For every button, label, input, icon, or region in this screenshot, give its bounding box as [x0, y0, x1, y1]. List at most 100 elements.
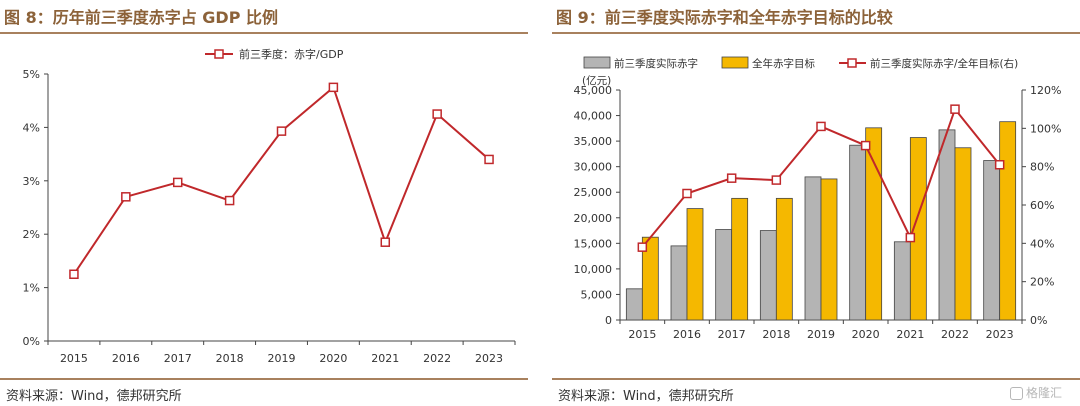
x-tick-label: 2023	[475, 352, 503, 365]
bar-actual-deficit	[849, 144, 867, 321]
y-tick-label: 3%	[23, 175, 40, 188]
y-tick-label: 0%	[23, 335, 40, 348]
y-tick-label: 35,000	[574, 135, 613, 148]
watermark-text: 格隆汇	[1026, 386, 1063, 400]
x-tick-label: 2017	[718, 328, 746, 341]
x-tick-label: 2022	[941, 328, 969, 341]
x-tick-label: 2020	[852, 328, 880, 341]
figure-9-source: 资料来源：Wind，德邦研究所	[558, 389, 734, 404]
x-tick-label: 2021	[896, 328, 924, 341]
bar-actual-deficit	[670, 245, 688, 321]
y-tick-label: 0	[605, 314, 612, 327]
x-tick-label: 2016	[673, 328, 701, 341]
y2-tick-label: 60%	[1030, 199, 1054, 212]
bar-annual-target	[686, 208, 704, 321]
legend-label-target: 全年赤字目标	[752, 57, 815, 70]
y-tick-label: 5,000	[581, 288, 613, 301]
bar-annual-target	[954, 147, 972, 321]
bar-actual-deficit	[804, 176, 822, 321]
legend-marker	[847, 58, 857, 68]
bar-annual-target	[999, 121, 1017, 321]
x-tick-label: 2018	[762, 328, 790, 341]
figure-8-line-chart: 0% 1% 2% 3% 4% 5% 2015 2016 2017 2018 2019 2020 2021…	[23, 47, 516, 365]
figure-9-title: 图 9：前三季度实际赤字和全年赤字目标的比较	[556, 8, 893, 27]
y2-tick-label: 20%	[1030, 276, 1054, 289]
y-tick-label: 4%	[23, 121, 40, 134]
data-point	[994, 160, 1005, 170]
x-tick-label: 2015	[60, 352, 88, 365]
y-tick-label: 40,000	[574, 110, 613, 123]
bar-annual-target	[775, 197, 793, 321]
figure-8-title: 图 8：历年前三季度赤字占 GDP 比例	[4, 8, 278, 27]
data-point	[328, 82, 339, 93]
figure-9-bottom-rule	[552, 378, 1080, 380]
y2-tick-label: 100%	[1030, 122, 1061, 135]
data-point	[950, 104, 960, 114]
watermark: 格隆汇	[1010, 384, 1062, 401]
data-point	[432, 109, 442, 119]
data-point	[816, 121, 826, 132]
x-tick-label: 2015	[628, 328, 656, 341]
figure-8-panel: 图 8：历年前三季度赤字占 GDP 比例 0% 1% 2% 3% 4% 5% 2015 201…	[0, 0, 528, 406]
bar-annual-target	[909, 137, 927, 321]
data-point	[726, 173, 737, 183]
data-point	[121, 192, 131, 202]
y2-tick-label: 80%	[1030, 161, 1054, 174]
legend-label: 前三季度：赤字/GDP	[239, 47, 344, 61]
x-tick-label: 2017	[164, 352, 192, 365]
figure-9-combo-chart: 0 5,000 10,000 15,000 20,000 25,000 30,000 35,0…	[574, 56, 1061, 341]
data-point	[224, 195, 235, 206]
bar-annual-target	[865, 127, 883, 321]
x-tick-label: 2023	[986, 328, 1014, 341]
bar-actual-deficit	[759, 230, 777, 321]
data-point	[637, 242, 648, 252]
x-tick-label: 2019	[807, 328, 835, 341]
data-point	[276, 126, 287, 136]
bar-actual-deficit	[938, 129, 956, 321]
x-tick-label: 2016	[112, 352, 140, 365]
data-point	[771, 175, 782, 185]
x-tick-label: 2018	[216, 352, 244, 365]
y-axis-unit: (亿元)	[582, 74, 611, 87]
y-tick-label: 15,000	[574, 237, 613, 250]
y2-tick-label: 40%	[1030, 237, 1054, 250]
data-point	[905, 232, 916, 243]
y-tick-label: 25,000	[574, 186, 613, 199]
figure-9-panel: 图 9：前三季度实际赤字和全年赤字目标的比较 0 5,000 10,000 15,00…	[552, 0, 1080, 406]
x-tick-label: 2020	[319, 352, 347, 365]
legend-swatch-actual	[583, 56, 611, 69]
data-point	[682, 188, 692, 199]
y2-tick-label: 120%	[1030, 84, 1061, 97]
legend-swatch-target	[721, 56, 749, 69]
bar-annual-target	[731, 197, 749, 321]
data-point	[380, 237, 391, 247]
bar-actual-deficit	[893, 241, 911, 321]
x-tick-label: 2021	[371, 352, 399, 365]
logo-icon	[1010, 387, 1023, 400]
data-point	[484, 154, 494, 165]
series-line-deficit-gdp	[73, 85, 490, 275]
figure-9-top-rule	[552, 32, 1080, 34]
y2-tick-label: 0%	[1030, 314, 1047, 327]
figure-8-top-rule	[0, 32, 528, 34]
figure-8-bottom-rule	[0, 378, 528, 380]
bar-annual-target	[820, 178, 838, 321]
x-tick-label: 2019	[268, 352, 296, 365]
legend-marker	[214, 49, 224, 59]
data-point	[860, 140, 871, 151]
bar-actual-deficit	[715, 229, 733, 321]
x-tick-label: 2022	[423, 352, 451, 365]
y-tick-label: 45,000	[574, 84, 613, 97]
y-tick-label: 5%	[23, 68, 40, 81]
bar-actual-deficit	[983, 160, 1001, 321]
y-tick-label: 30,000	[574, 161, 613, 174]
legend-label-ratio: 前三季度实际赤字/全年目标(右)	[870, 57, 1018, 70]
y-tick-label: 10,000	[574, 263, 613, 276]
y-tick-label: 20,000	[574, 212, 613, 225]
legend-label-actual: 前三季度实际赤字	[614, 57, 698, 70]
y-tick-label: 1%	[23, 282, 40, 295]
y-tick-label: 2%	[23, 228, 40, 241]
data-point	[172, 177, 183, 188]
data-point	[69, 269, 79, 279]
bar-actual-deficit	[625, 288, 643, 321]
